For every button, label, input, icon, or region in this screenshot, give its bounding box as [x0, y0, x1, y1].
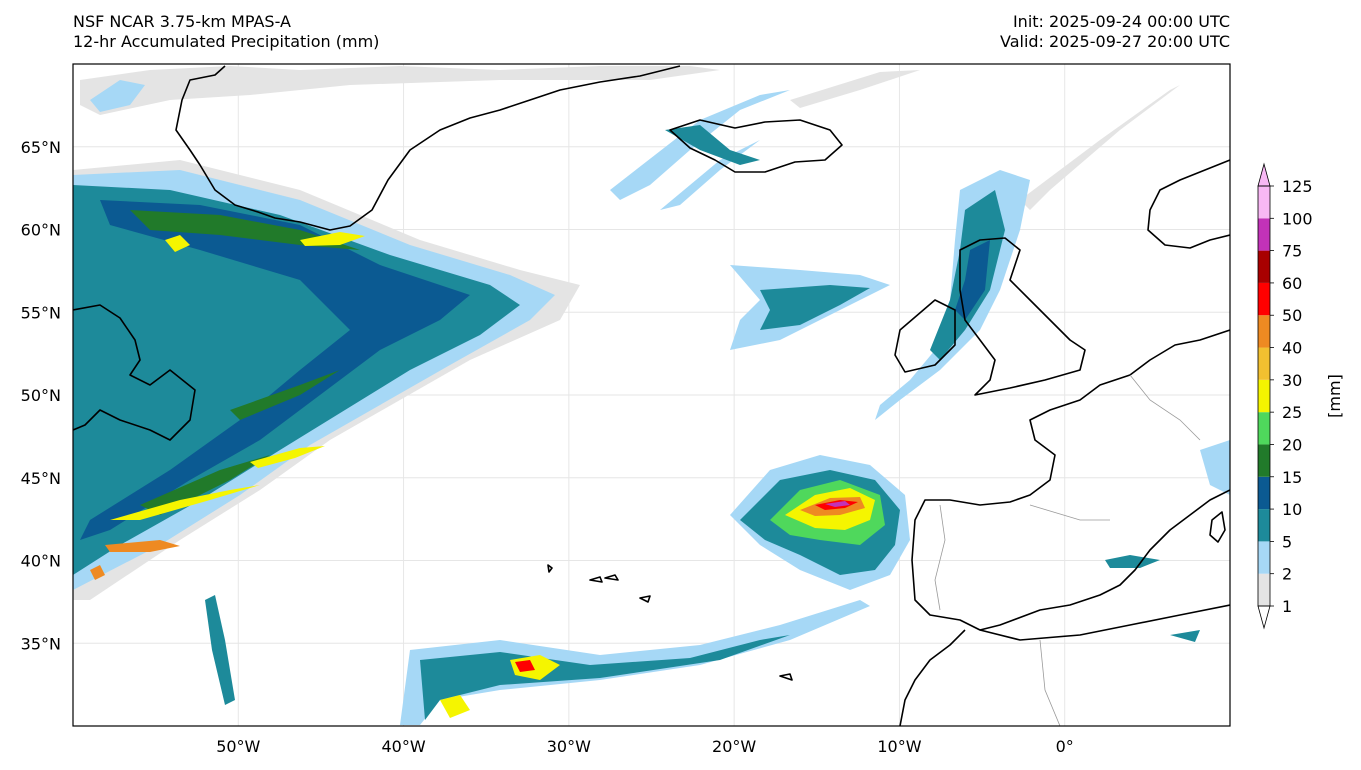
- precip-area-british-isles-blue: [955, 240, 990, 320]
- precip-area-greenland-light: [90, 80, 145, 112]
- precip-area-iberia-magenta: [825, 501, 850, 507]
- colorbar-extend-max: [1257, 162, 1271, 187]
- valid-time: Valid: 2025-09-27 20:00 UTC: [999, 32, 1230, 51]
- national-borders: [934, 374, 1201, 726]
- precip-area-iceland-teal: [665, 125, 760, 165]
- precip-area-western-atlantic-yellow: [110, 232, 365, 520]
- precip-area-alps: [1200, 440, 1230, 495]
- colorbar-level-label: 20: [1282, 435, 1302, 454]
- colorbar-level-label: 15: [1282, 468, 1302, 487]
- lon-tick-label: 50°W: [216, 737, 260, 756]
- colorbar-level-label: 10: [1282, 500, 1302, 519]
- colorbar-segment: [1258, 250, 1270, 283]
- colorbar-segment: [1258, 379, 1270, 413]
- coastline-western-europe: [911, 329, 1230, 631]
- coastline-sardinia-corsica: [1209, 511, 1226, 543]
- precip-area-mediterranean: [1105, 555, 1200, 642]
- colorbar-segment: [1258, 347, 1270, 380]
- latitude-tick-labels: 65°N 60°N 55°N 50°N 45°N 40°N 35°N: [21, 138, 61, 654]
- colorbar-level-label: 100: [1282, 209, 1313, 228]
- border-spain-portugal: [934, 504, 946, 611]
- precipitation-field: [73, 66, 1230, 725]
- coastline-great-britain: [959, 237, 1086, 396]
- lat-tick-label: 55°N: [21, 303, 61, 322]
- colorbar-segment: [1258, 412, 1270, 445]
- lat-tick-label: 35°N: [21, 634, 61, 653]
- colorbar-level-label: 60: [1282, 274, 1302, 293]
- title-right: Init: 2025-09-24 00:00 UTC Valid: 2025-0…: [1000, 12, 1230, 52]
- colorbar-segment: [1258, 282, 1270, 316]
- colorbar-segment: [1258, 541, 1270, 574]
- coastlines: [73, 65, 1230, 726]
- colorbar-segment: [1258, 476, 1270, 510]
- precip-area-western-atlantic-blue: [80, 200, 470, 540]
- coastline-iceland: [669, 119, 843, 173]
- coastline-labrador: [73, 304, 196, 441]
- colorbar-level-label: 5: [1282, 532, 1292, 551]
- title-left: NSF NCAR 3.75-km MPAS-A 12-hr Accumulate…: [73, 12, 379, 52]
- colorbar-segment: [1258, 218, 1270, 251]
- coastline-greenland: [175, 65, 681, 231]
- precip-area-greenland-grey: [80, 66, 720, 115]
- precip-area-southern-teal: [420, 635, 790, 720]
- precip-area-western-atlantic-red: [90, 540, 180, 580]
- coastline-north-africa: [899, 604, 1230, 726]
- precip-area-iceland-streaks: [610, 90, 790, 210]
- precip-area-west-south-streak: [205, 595, 235, 705]
- colorbar-level-label: 50: [1282, 306, 1302, 325]
- map-frame: [72, 63, 1231, 727]
- lat-tick-label: 50°N: [21, 386, 61, 405]
- colorbar-level-label: 1: [1282, 597, 1292, 616]
- colorbar-unit-label: [mm]: [1325, 374, 1344, 418]
- init-time: Init: 2025-09-24 00:00 UTC: [1012, 12, 1230, 31]
- longitude-tick-labels: 50°W 40°W 30°W 20°W 10°W 0°: [216, 737, 1074, 756]
- colorbar-level-label: 125: [1282, 177, 1313, 196]
- colorbar-frame: [1257, 185, 1271, 607]
- coastline-scandinavia: [1147, 159, 1230, 249]
- colorbar-segment: [1258, 573, 1270, 606]
- colorbar-level-label: 2: [1282, 565, 1292, 584]
- precip-area-mid-atlantic-teal: [760, 285, 870, 330]
- colorbar-segment: [1258, 509, 1270, 542]
- model-name: NSF NCAR 3.75-km MPAS-A: [73, 12, 291, 31]
- colorbar-level-label: 30: [1282, 371, 1302, 390]
- lat-tick-label: 40°N: [21, 552, 61, 571]
- lon-tick-label: 20°W: [712, 737, 756, 756]
- colorbar-level-label: 25: [1282, 403, 1302, 422]
- field-name: 12-hr Accumulated Precipitation (mm): [73, 32, 380, 51]
- border-morocco-algeria: [1039, 639, 1061, 726]
- precip-area-southern-yellow: [440, 655, 560, 718]
- lat-tick-label: 45°N: [21, 469, 61, 488]
- colorbar-level-label: 75: [1282, 242, 1302, 261]
- lon-tick-label: 0°: [1056, 737, 1074, 756]
- colorbar-segment: [1258, 315, 1270, 348]
- lon-tick-label: 40°W: [381, 737, 425, 756]
- precip-area-southern-red: [515, 660, 535, 672]
- lon-tick-label: 10°W: [877, 737, 921, 756]
- colorbar-segment: [1258, 444, 1270, 477]
- coastline-azores: [547, 564, 793, 681]
- lat-tick-label: 65°N: [21, 138, 61, 157]
- colorbar-level-label: 40: [1282, 339, 1302, 358]
- colorbar-segment: [1258, 186, 1270, 219]
- border-spain-france: [1029, 504, 1110, 521]
- border-france-germany: [1129, 374, 1201, 441]
- precip-area-north-grey-streak: [790, 70, 1180, 210]
- colorbar-extend-min: [1257, 605, 1271, 630]
- lon-tick-label: 30°W: [547, 737, 591, 756]
- lat-tick-label: 60°N: [21, 221, 61, 240]
- coastline-ireland: [894, 299, 956, 373]
